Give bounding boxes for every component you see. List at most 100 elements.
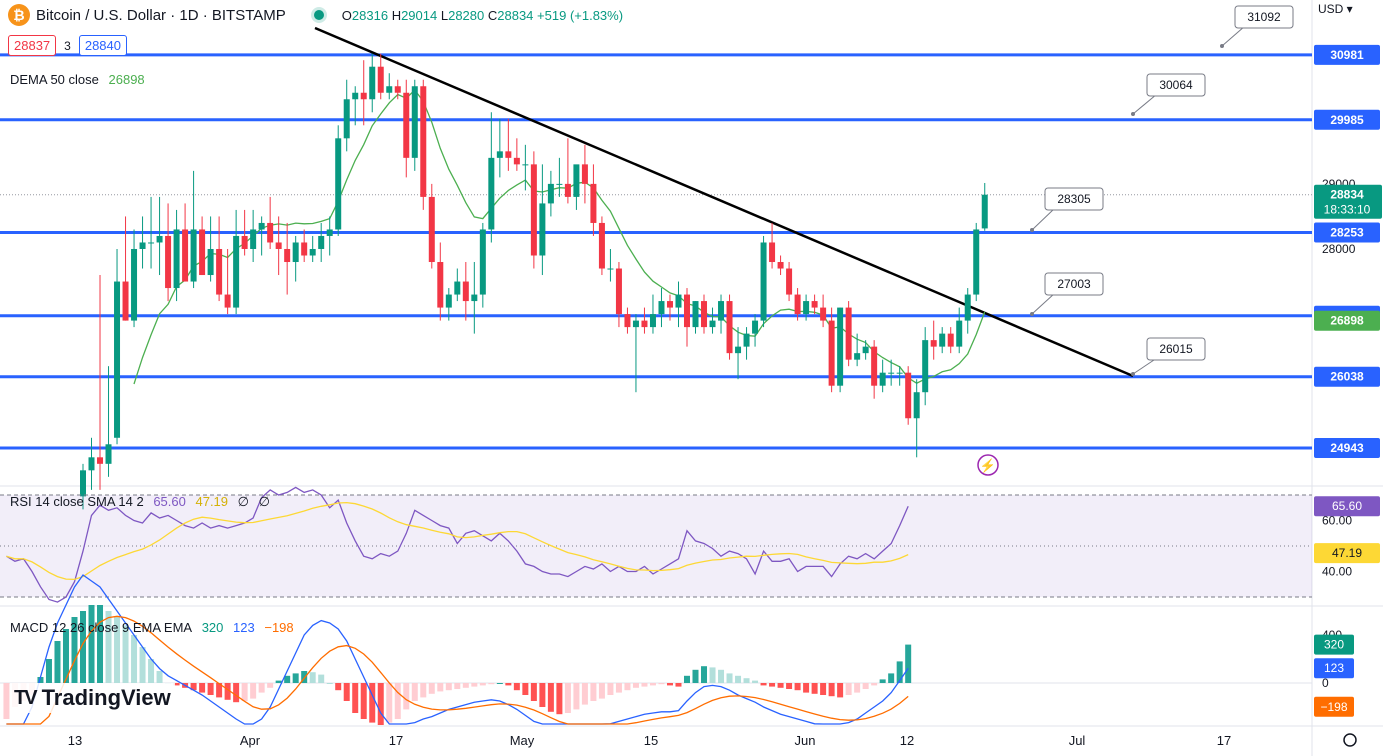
macd-histogram-bar [777, 683, 784, 688]
macd-histogram-bar [675, 683, 682, 687]
macd-histogram-bar [530, 683, 537, 701]
trade-panel: 28837 3 28840 [8, 35, 127, 56]
macd-histogram-bar [879, 679, 886, 683]
candle-body [862, 346, 869, 354]
price-level-tag [1314, 438, 1380, 458]
callout-box [1044, 187, 1104, 211]
time-axis-label: 12 [900, 733, 914, 748]
time-axis-label: 13 [68, 733, 82, 748]
macd-histogram-bar [488, 683, 495, 685]
candle-body [454, 281, 461, 295]
macd-histogram-bar [62, 629, 69, 683]
macd-histogram-bar [649, 683, 656, 686]
candle-body [369, 66, 376, 100]
spread-value: 3 [64, 38, 71, 53]
candle-body [190, 229, 197, 282]
macd-histogram-bar [428, 683, 435, 694]
candle-body [607, 268, 614, 270]
open-value: 28316 [351, 7, 389, 23]
candle-body [913, 392, 920, 419]
candle-body [411, 86, 418, 158]
candle-body [939, 333, 946, 347]
candle-body [513, 157, 520, 165]
macd-histogram-bar [513, 683, 520, 691]
macd-histogram-bar [360, 683, 367, 719]
tradingview-logo[interactable]: TV TradingView [10, 683, 175, 713]
buy-button[interactable]: 28840 [78, 35, 127, 56]
candle-body [973, 229, 980, 295]
candle-body [820, 307, 827, 321]
rsi-band-lower: ∅ [258, 494, 270, 509]
macd-signal-value: −198 [264, 620, 294, 635]
candle-body [250, 229, 257, 249]
rsi-value: 65.60 [153, 494, 186, 509]
macd-histogram-bar [45, 659, 52, 683]
rsi-ma-line [6, 501, 909, 581]
dema-price-tag [1314, 310, 1380, 331]
candle-body [641, 320, 648, 328]
candle-body [658, 301, 665, 315]
candle-body [530, 164, 537, 256]
callout-anchor [1131, 372, 1135, 376]
macd-histogram-bar [352, 683, 359, 713]
callout-anchor [1030, 228, 1034, 232]
macd-histogram-bar [284, 675, 291, 683]
callout-leader [1132, 93, 1158, 115]
candle-body [335, 138, 342, 230]
market-status-icon[interactable] [313, 10, 324, 20]
macd-histogram-bar [54, 641, 61, 683]
candle-body [445, 294, 452, 308]
candle-body [743, 333, 750, 347]
tradingview-logo-icon: TV [14, 686, 38, 709]
callout-label: 30064 [1159, 78, 1193, 92]
candle-body [505, 151, 512, 158]
candle-body [471, 294, 478, 302]
candle-body [786, 268, 793, 295]
candle-body [88, 457, 95, 471]
macd-histogram-bar [122, 625, 129, 683]
time-axis-label: Jun [795, 733, 816, 748]
macd-histogram-bar [718, 669, 725, 683]
macd-histogram-bar [445, 683, 452, 691]
macd-histogram-bar [632, 683, 639, 688]
candle-body [828, 320, 835, 386]
price-level-tag [1314, 366, 1380, 387]
rsi-legend[interactable]: RSI 14 close SMA 14 2 65.60 47.19 ∅ ∅ [10, 494, 276, 510]
macd-histogram-bar [37, 677, 44, 683]
macd-histogram-bar [411, 683, 418, 701]
candle-body [871, 346, 878, 386]
macd-histogram-bar [624, 683, 631, 691]
candle-body [964, 294, 971, 321]
lightning-icon: ⚡ [980, 458, 996, 474]
candle-body [854, 353, 861, 360]
price-level-tag [1314, 109, 1380, 130]
macd-legend[interactable]: MACD 12 26 close 9 EMA EMA 320 123 −198 [10, 620, 300, 635]
candle-body [156, 235, 163, 243]
candle-body [794, 294, 801, 315]
candle-body [258, 222, 265, 230]
bitcoin-icon[interactable]: ₿ [8, 4, 30, 26]
rsi-value-tag-label: 65.60 [1332, 499, 1362, 513]
time-axis-label: Jul [1069, 733, 1086, 748]
macd-histogram-bar [854, 683, 861, 693]
macd-histogram-bar [607, 683, 614, 695]
candle-body [666, 301, 673, 308]
callout-leader [1031, 292, 1056, 315]
dema-legend[interactable]: DEMA 50 close 26898 [10, 72, 151, 87]
candle-body [199, 229, 206, 276]
macd-histogram-bar [735, 675, 742, 683]
macd-histogram-bar [581, 683, 588, 705]
low-value: 28280 [448, 7, 485, 23]
sell-button[interactable]: 28837 [8, 35, 57, 56]
macd-histogram-bar [871, 683, 878, 686]
currency-selector[interactable]: USD ▾ [1318, 2, 1353, 16]
macd-histogram-bar [377, 683, 384, 725]
macd-histogram-bar [811, 683, 818, 694]
macd-histogram-bar [522, 683, 529, 695]
rsi-value-tag [1314, 496, 1380, 517]
low-label: L [440, 7, 449, 23]
candle-body [216, 248, 223, 295]
symbol-title[interactable]: Bitcoin / U.S. Dollar · 1D · BITSTAMP [36, 6, 286, 24]
